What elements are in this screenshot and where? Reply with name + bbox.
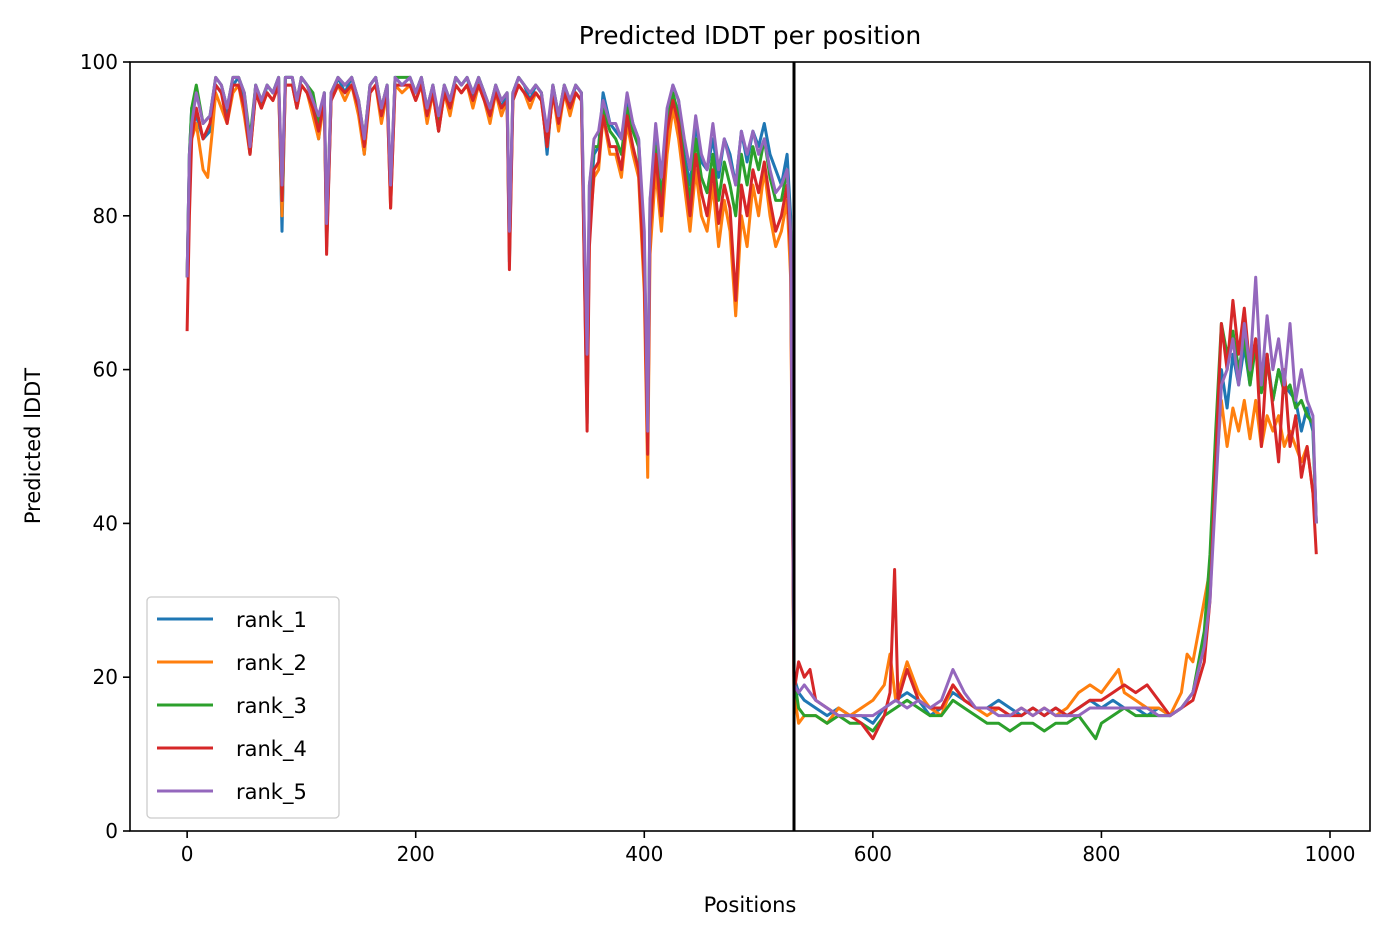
y-tick-label: 20 (93, 665, 118, 689)
y-axis-ticks: 0 20 40 60 80 100 (80, 50, 130, 843)
y-tick-label: 0 (105, 819, 118, 843)
plot-frame (129, 61, 1371, 832)
series-line-rank_5 (185, 75, 1318, 718)
legend: rank_1 rank_2 rank_3 rank_4 rank_5 (146, 596, 340, 819)
y-tick-label: 60 (93, 358, 118, 382)
y-tick-label: 80 (93, 204, 118, 228)
legend-label-rank_4: rank_4 (236, 737, 307, 762)
legend-box (146, 596, 340, 819)
x-axis-ticks: 0 200 400 600 800 1000 (181, 831, 1356, 866)
legend-items: rank_1 rank_2 rank_3 rank_4 rank_5 (157, 608, 307, 805)
x-tick-label: 400 (625, 842, 663, 866)
x-axis-title: Positions (704, 893, 797, 917)
x-tick-label: 1000 (1305, 842, 1356, 866)
series-layer (185, 75, 1318, 741)
y-tick-label: 100 (80, 50, 118, 74)
x-tick-label: 200 (397, 842, 435, 866)
legend-label-rank_2: rank_2 (236, 651, 307, 676)
x-tick-label: 600 (854, 842, 892, 866)
legend-label-rank_3: rank_3 (236, 694, 307, 719)
chart-title: Predicted lDDT per position (579, 21, 921, 50)
x-tick-label: 0 (181, 842, 194, 866)
legend-label-rank_5: rank_5 (236, 780, 307, 805)
x-tick-label: 800 (1082, 842, 1120, 866)
y-tick-label: 40 (93, 511, 118, 535)
y-axis-title: Predicted lDDT (21, 368, 45, 524)
legend-label-rank_1: rank_1 (236, 608, 307, 633)
